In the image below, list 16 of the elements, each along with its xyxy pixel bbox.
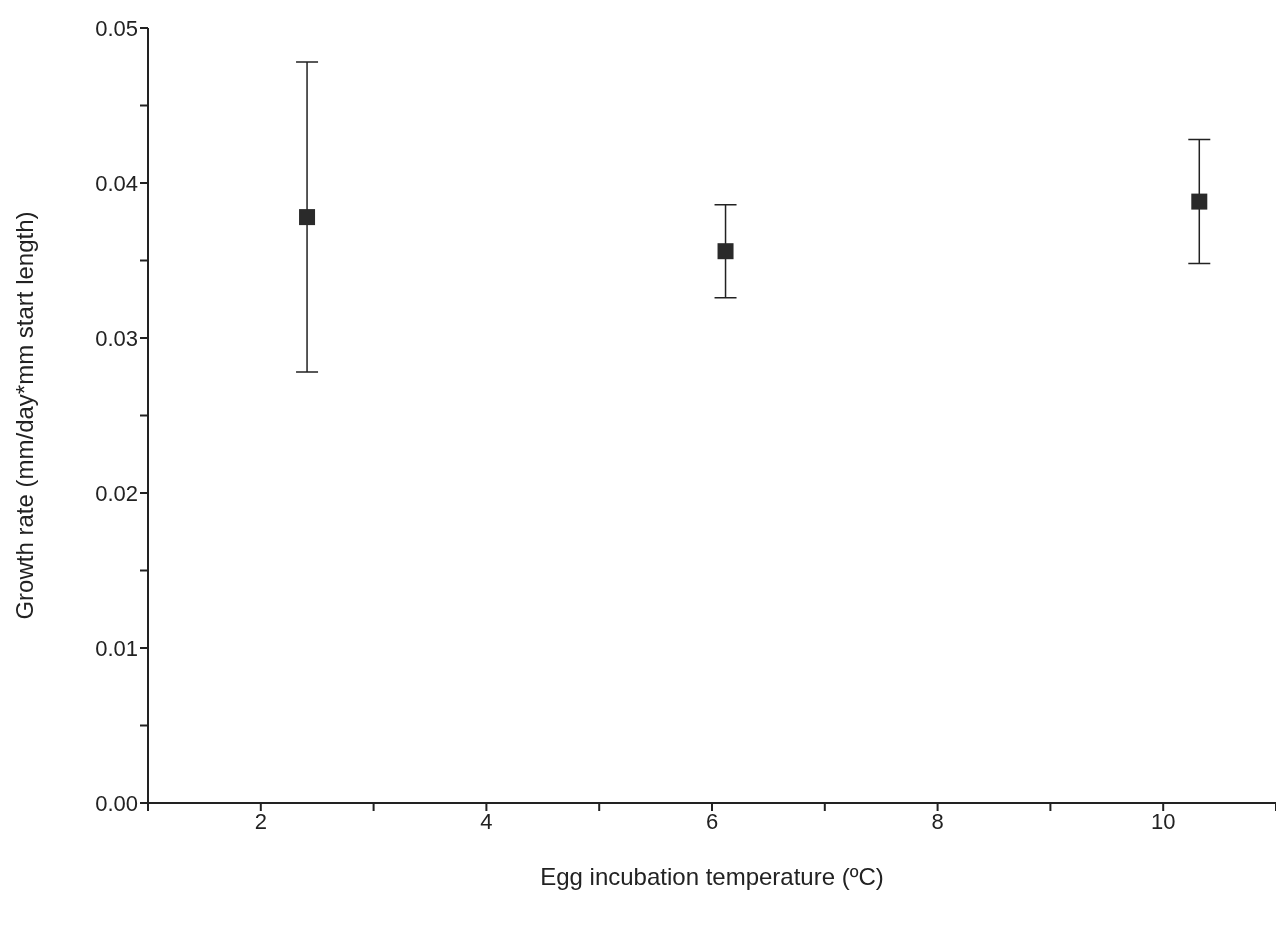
x-tick-label: 4: [480, 808, 493, 834]
y-tick-label: 0.02: [95, 480, 138, 506]
y-tick-label: 0.01: [95, 635, 138, 661]
point: [717, 243, 734, 260]
point: [299, 209, 316, 226]
point: [1191, 193, 1208, 210]
y-tick-label: 0.05: [95, 15, 138, 41]
x-tick-label: 8: [931, 808, 944, 834]
y-tick-label: 0.04: [95, 170, 138, 196]
y-tick-label: 0.03: [95, 325, 138, 351]
x-axis-title: Egg incubation temperature (ºC): [540, 863, 884, 890]
y-tick-label: 0.00: [95, 790, 138, 816]
x-tick-label: 6: [705, 808, 719, 834]
x-tick-label: 2: [254, 808, 267, 834]
x-tick-label: 10: [1150, 808, 1176, 834]
y-axis-title: Growth rate (mm/day*mm start length): [10, 211, 38, 620]
